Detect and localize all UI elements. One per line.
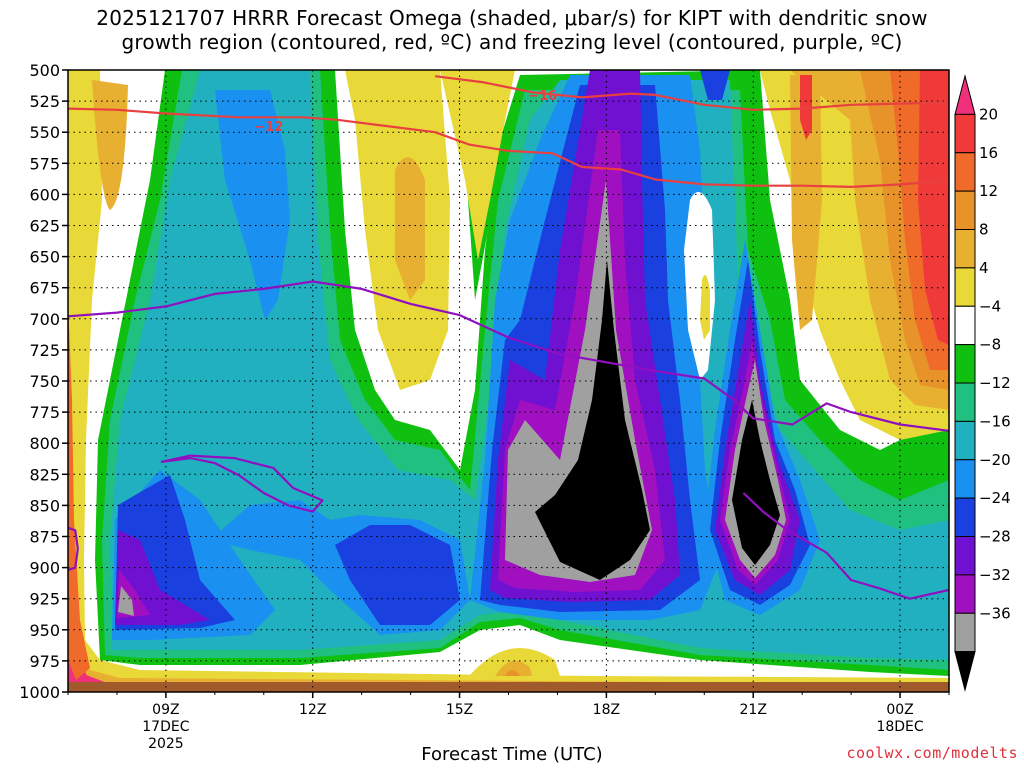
shade-left-orange-edge bbox=[68, 300, 90, 680]
colorbar-swatch bbox=[954, 152, 976, 192]
contour-lines: −16 −12 bbox=[68, 75, 949, 600]
y-tick-label: 650 bbox=[29, 248, 60, 267]
colorbar-label: −16 bbox=[979, 412, 1011, 430]
shade-midlow-darkblue bbox=[335, 525, 460, 625]
shade-surface-bump-red bbox=[505, 670, 520, 676]
shade-right-red bbox=[918, 70, 949, 345]
y-tick-label: 675 bbox=[29, 279, 60, 298]
shade-right-strip-orange bbox=[790, 75, 822, 330]
colorbar-swatch bbox=[954, 344, 976, 384]
colorbar-swatch bbox=[954, 536, 976, 576]
colorbar-swatch bbox=[954, 612, 976, 653]
y-tick-label: 725 bbox=[29, 341, 60, 360]
x-tick-label: 18Z bbox=[593, 702, 620, 718]
shade-lowleft-gray bbox=[118, 586, 134, 616]
contour-line bbox=[68, 280, 949, 432]
colorbar-label: 12 bbox=[979, 182, 998, 200]
y-tick-label: 925 bbox=[29, 590, 60, 609]
shade-col21-yellow bbox=[700, 274, 710, 340]
colorbar-label: −8 bbox=[979, 336, 1001, 354]
shade-blue-upper bbox=[215, 90, 290, 320]
contour-line bbox=[434, 75, 949, 111]
colorbar-swatch bbox=[954, 267, 976, 307]
contour-line bbox=[68, 107, 949, 188]
x-tick-label: 00Z bbox=[886, 702, 913, 718]
colorbar-swatch bbox=[954, 382, 976, 422]
contour-label: −16 bbox=[528, 89, 557, 104]
colorbar-label: −36 bbox=[979, 604, 1011, 622]
colorbar-swatch bbox=[954, 497, 976, 537]
y-tick-label: 1000 bbox=[19, 683, 60, 702]
colorbar-swatch bbox=[954, 420, 976, 461]
colorbar-swatch bbox=[954, 190, 976, 230]
shade-top-blue-strip bbox=[700, 70, 730, 100]
y-tick-label: 525 bbox=[29, 92, 60, 111]
shade-upper-yellow-440 bbox=[440, 70, 515, 260]
contour-line bbox=[160, 454, 324, 513]
chart-title: 2025121707 HRRR Forecast Omega (shaded, … bbox=[0, 6, 1024, 54]
x-tick-label: 15Z bbox=[446, 702, 473, 718]
colorbar-label: 8 bbox=[979, 221, 989, 239]
y-tick-label: 900 bbox=[29, 559, 60, 578]
shade-surface-yellow bbox=[68, 640, 949, 692]
colorbar-swatch bbox=[954, 305, 976, 346]
colorbar-label: −32 bbox=[979, 566, 1011, 584]
colorbar-label: 16 bbox=[979, 144, 998, 162]
colorbar-swatch bbox=[954, 229, 976, 269]
grid-lines bbox=[68, 70, 949, 692]
colorbar-swatch bbox=[954, 459, 976, 499]
below-ground bbox=[68, 682, 949, 692]
y-tick-label: 750 bbox=[29, 372, 60, 391]
colorbar-label: −20 bbox=[979, 451, 1011, 469]
colorbar-label: 4 bbox=[979, 259, 989, 277]
contour-line bbox=[742, 492, 949, 600]
y-tick-label: 575 bbox=[29, 154, 60, 173]
colorbar-swatch bbox=[954, 574, 976, 614]
plot-area: −16 −12 bbox=[68, 70, 949, 692]
y-tick-label: 550 bbox=[29, 123, 60, 142]
x-tick-year: 2025 bbox=[148, 736, 184, 752]
y-tick-label: 975 bbox=[29, 652, 60, 671]
shade-surface-bump-orange bbox=[495, 660, 532, 676]
y-axis: 500 525 550 575 600 625 650 675 700 725 750 775 800 8… bbox=[19, 61, 68, 702]
y-tick-label: 800 bbox=[29, 434, 60, 453]
colorbar-label: −4 bbox=[979, 297, 1001, 315]
y-tick-label: 875 bbox=[29, 528, 60, 547]
colorbar-label: −24 bbox=[979, 489, 1011, 507]
x-tick-label: 09Z bbox=[152, 702, 179, 718]
y-tick-label: 775 bbox=[29, 403, 60, 422]
y-tick-label: 850 bbox=[29, 496, 60, 515]
y-tick-label: 825 bbox=[29, 465, 60, 484]
site-credit[interactable]: coolwx.com/modelts bbox=[846, 744, 1018, 762]
y-tick-label: 600 bbox=[29, 185, 60, 204]
title-line-1: 2025121707 HRRR Forecast Omega (shaded, … bbox=[96, 6, 928, 30]
x-tick-label: 21Z bbox=[740, 702, 767, 718]
colorbar: 20 16 12 8 4 −4 −8 −12 −16 −20 −24 −28 −32 −36 bbox=[954, 74, 1011, 692]
shade-left-blob-orange bbox=[92, 80, 128, 210]
colorbar-cap-bottom bbox=[954, 651, 976, 692]
contour-label: −12 bbox=[254, 120, 283, 135]
colorbar-swatch bbox=[954, 113, 976, 154]
shade-upper-left-orange bbox=[395, 157, 425, 300]
colorbar-label: −28 bbox=[979, 528, 1011, 546]
contour-line bbox=[68, 526, 79, 572]
shade-top-magenta-strip bbox=[590, 70, 640, 130]
colorbar-cap-top bbox=[954, 74, 976, 115]
title-line-2: growth region (contoured, red, ºC) and f… bbox=[121, 30, 903, 54]
y-tick-label: 950 bbox=[29, 621, 60, 640]
x-tick-date: 18DEC bbox=[876, 719, 923, 735]
colorbar-label: 20 bbox=[979, 105, 998, 123]
y-tick-label: 625 bbox=[29, 217, 60, 236]
x-tick-date: 17DEC bbox=[142, 719, 189, 735]
y-tick-label: 500 bbox=[29, 61, 60, 80]
shade-col21-black bbox=[732, 400, 780, 565]
colorbar-label: −12 bbox=[979, 374, 1011, 392]
x-axis-title: Forecast Time (UTC) bbox=[421, 744, 603, 765]
x-tick-label: 12Z bbox=[299, 702, 326, 718]
y-tick-label: 700 bbox=[29, 310, 60, 329]
shade-core-black bbox=[535, 260, 650, 580]
